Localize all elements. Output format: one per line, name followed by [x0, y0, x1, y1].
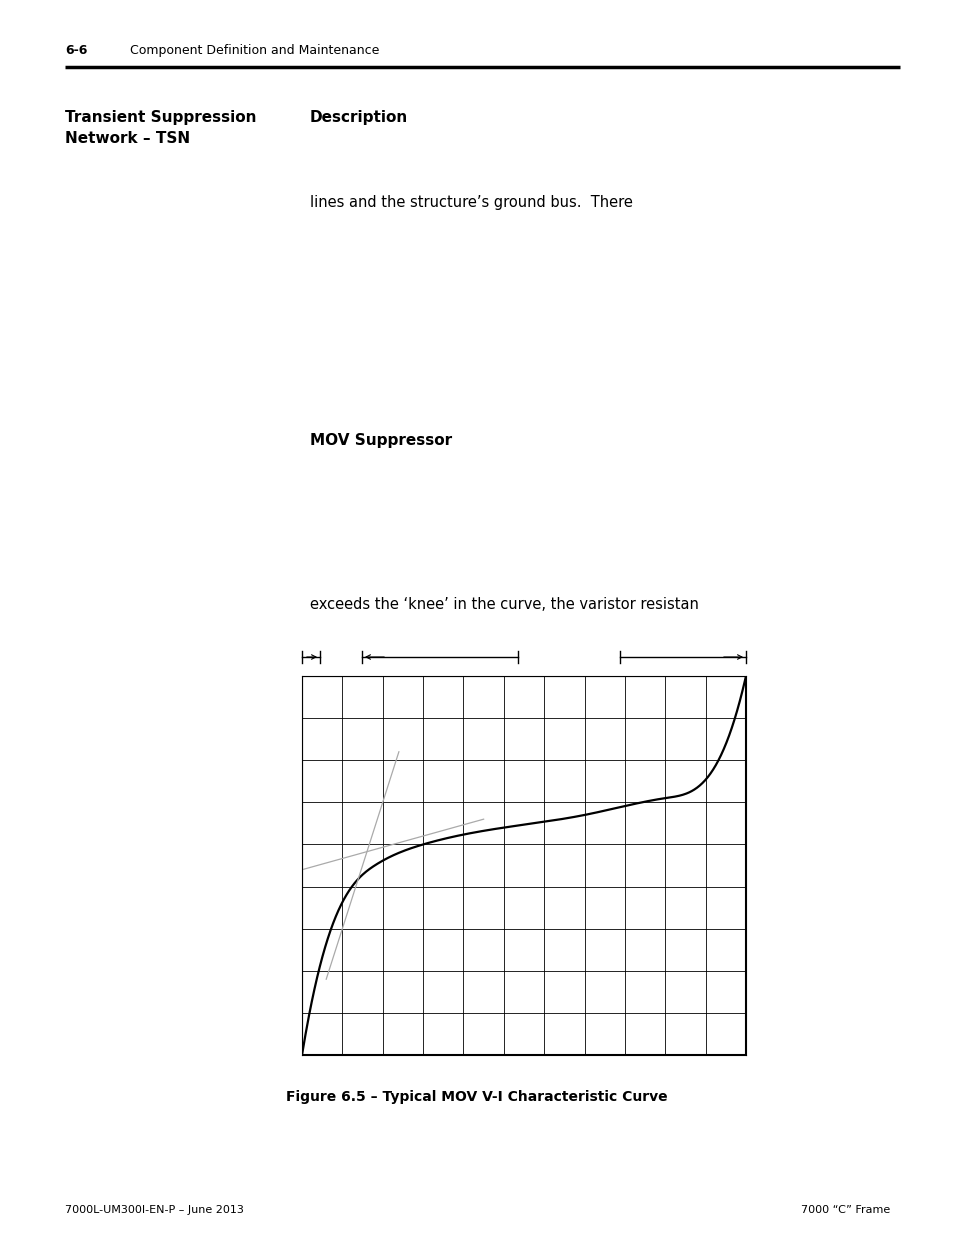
Text: Transient Suppression: Transient Suppression: [65, 110, 256, 125]
Text: lines and the structure’s ground bus.  There: lines and the structure’s ground bus. Th…: [310, 195, 632, 210]
Text: Figure 6.5 – Typical MOV V-I Characteristic Curve: Figure 6.5 – Typical MOV V-I Characteris…: [286, 1091, 667, 1104]
Text: Description: Description: [310, 110, 408, 125]
Text: 6-6: 6-6: [65, 44, 88, 57]
Text: exceeds the ‘knee’ in the curve, the varistor resistan: exceeds the ‘knee’ in the curve, the var…: [310, 597, 699, 613]
Text: 7000L-UM300I-EN-P – June 2013: 7000L-UM300I-EN-P – June 2013: [65, 1205, 244, 1215]
Text: MOV Suppressor: MOV Suppressor: [310, 433, 452, 448]
Text: 7000 “C” Frame: 7000 “C” Frame: [800, 1205, 889, 1215]
Text: Network – TSN: Network – TSN: [65, 131, 190, 146]
Text: Component Definition and Maintenance: Component Definition and Maintenance: [130, 44, 379, 57]
